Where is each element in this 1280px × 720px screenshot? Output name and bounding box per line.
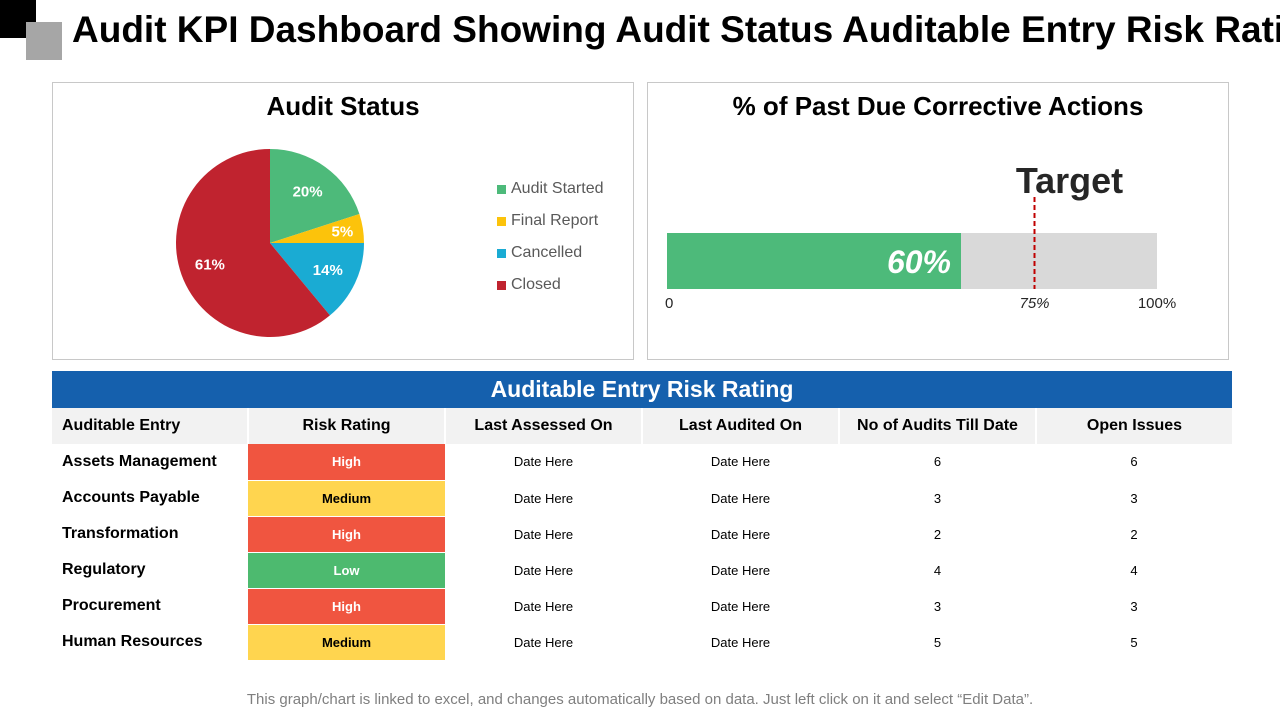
- pie-slice-audit-started[interactable]: [270, 149, 360, 243]
- cell-open-issues: 6: [1036, 444, 1232, 481]
- table-row: Human Resources Medium Date Here Date Here 5…: [52, 624, 1232, 661]
- table-row: Procurement High Date Here Date Here 3 3: [52, 588, 1232, 625]
- audit-status-legend: Audit Started Final Report Cancelled Closed: [497, 173, 604, 301]
- legend-label: Final Report: [511, 212, 599, 229]
- cell-open-issues: 3: [1036, 588, 1232, 625]
- past-due-bar-chart[interactable]: 60% Target 0 75% 100%: [648, 83, 1230, 361]
- cell-last-assessed: Date Here: [445, 480, 642, 517]
- tick-label: 0: [665, 295, 673, 312]
- footer-note: This graph/chart is linked to excel, and…: [246, 691, 1034, 708]
- cell-rating: High: [248, 588, 445, 625]
- cell-open-issues: 4: [1036, 552, 1232, 589]
- legend-swatch: [497, 248, 506, 258]
- column-header-last-assessed-on: Last Assessed On: [444, 408, 642, 444]
- pie-slice-final-report[interactable]: [270, 213, 364, 243]
- cell-entry: Regulatory: [52, 552, 248, 589]
- cell-rating: High: [248, 444, 445, 481]
- tick-label: 100%: [1138, 295, 1176, 312]
- legend-item-closed: Closed: [497, 269, 604, 301]
- column-header-auditable-entry: Auditable Entry: [52, 408, 248, 444]
- legend-swatch: [497, 216, 506, 226]
- audit-status-pie-chart[interactable]: 20% 5% 14% 61%: [53, 83, 635, 361]
- table-row: Assets Management High Date Here Date Here 6…: [52, 444, 1232, 481]
- decor-block-gray: [26, 22, 62, 60]
- cell-entry: Human Resources: [52, 624, 248, 661]
- cell-audits: 6: [839, 444, 1036, 481]
- cell-rating: High: [248, 516, 445, 553]
- target-label: Target: [1016, 160, 1123, 201]
- past-due-title: % of Past Due Corrective Actions: [732, 91, 1144, 121]
- cell-last-assessed: Date Here: [445, 516, 642, 553]
- pie-label-audit-started: 20%: [293, 183, 323, 200]
- cell-audits: 4: [839, 552, 1036, 589]
- cell-last-audited: Date Here: [642, 624, 839, 661]
- cell-last-audited: Date Here: [642, 552, 839, 589]
- cell-audits: 3: [839, 588, 1036, 625]
- cell-rating: Medium: [248, 480, 445, 517]
- audit-status-title: Audit Status: [266, 91, 420, 121]
- legend-swatch: [497, 280, 506, 290]
- cell-audits: 2: [839, 516, 1036, 553]
- cell-open-issues: 5: [1036, 624, 1232, 661]
- table-header-row: Auditable Entry Risk Rating Last Assessed …: [52, 408, 1232, 444]
- cell-rating: Medium: [248, 624, 445, 661]
- cell-last-audited: Date Here: [642, 480, 839, 517]
- table-row: Accounts Payable Medium Date Here Date Here…: [52, 480, 1232, 517]
- bar-value-label: 60%: [887, 244, 951, 280]
- cell-rating: Low: [248, 552, 445, 589]
- page-title: Audit KPI Dashboard Showing Audit Status…: [72, 9, 1280, 50]
- legend-label: Closed: [511, 276, 561, 293]
- column-header-risk-rating: Risk Rating: [247, 408, 445, 444]
- column-header-open-issues: Open Issues: [1035, 408, 1232, 444]
- cell-audits: 3: [839, 480, 1036, 517]
- tick-label: 75%: [1019, 295, 1049, 312]
- cell-last-audited: Date Here: [642, 516, 839, 553]
- cell-audits: 5: [839, 624, 1036, 661]
- table-row: Regulatory Low Date Here Date Here 4 4: [52, 552, 1232, 589]
- pie-label-closed: 61%: [195, 257, 225, 274]
- cell-last-assessed: Date Here: [445, 444, 642, 481]
- cell-last-assessed: Date Here: [445, 588, 642, 625]
- pie-label-final-report: 5%: [332, 224, 354, 241]
- legend-swatch: [497, 184, 506, 194]
- audit-status-panel: 20% 5% 14% 61% Audit Status Audit Started Fi…: [52, 82, 634, 360]
- cell-open-issues: 3: [1036, 480, 1232, 517]
- cell-entry: Assets Management: [52, 444, 248, 481]
- cell-open-issues: 2: [1036, 516, 1232, 553]
- pie-slice-cancelled[interactable]: [270, 243, 364, 316]
- legend-item-audit-started: Audit Started: [497, 173, 604, 205]
- cell-entry: Procurement: [52, 588, 248, 625]
- cell-entry: Accounts Payable: [52, 480, 248, 517]
- table-row: Transformation High Date Here Date Here 2 2: [52, 516, 1232, 553]
- pie-label-cancelled: 14%: [313, 262, 343, 279]
- cell-entry: Transformation: [52, 516, 248, 553]
- cell-last-assessed: Date Here: [445, 624, 642, 661]
- bar-fill[interactable]: [667, 233, 961, 289]
- legend-label: Cancelled: [511, 244, 583, 261]
- risk-rating-table: Auditable Entry Risk Rating Last Assessed …: [52, 408, 1232, 661]
- legend-label: Audit Started: [511, 180, 604, 197]
- cell-last-audited: Date Here: [642, 444, 839, 481]
- pie-slice-closed[interactable]: [176, 149, 330, 337]
- column-header-no-of-audits-till-date: No of Audits Till Date: [838, 408, 1036, 444]
- cell-last-audited: Date Here: [642, 588, 839, 625]
- legend-item-cancelled: Cancelled: [497, 237, 604, 269]
- cell-last-assessed: Date Here: [445, 552, 642, 589]
- risk-table-title: Auditable Entry Risk Rating: [52, 371, 1232, 408]
- column-header-last-audited-on: Last Audited On: [641, 408, 839, 444]
- past-due-panel: 60% Target 0 75% 100% % of Past Due Correcti…: [647, 82, 1229, 360]
- legend-item-final-report: Final Report: [497, 205, 604, 237]
